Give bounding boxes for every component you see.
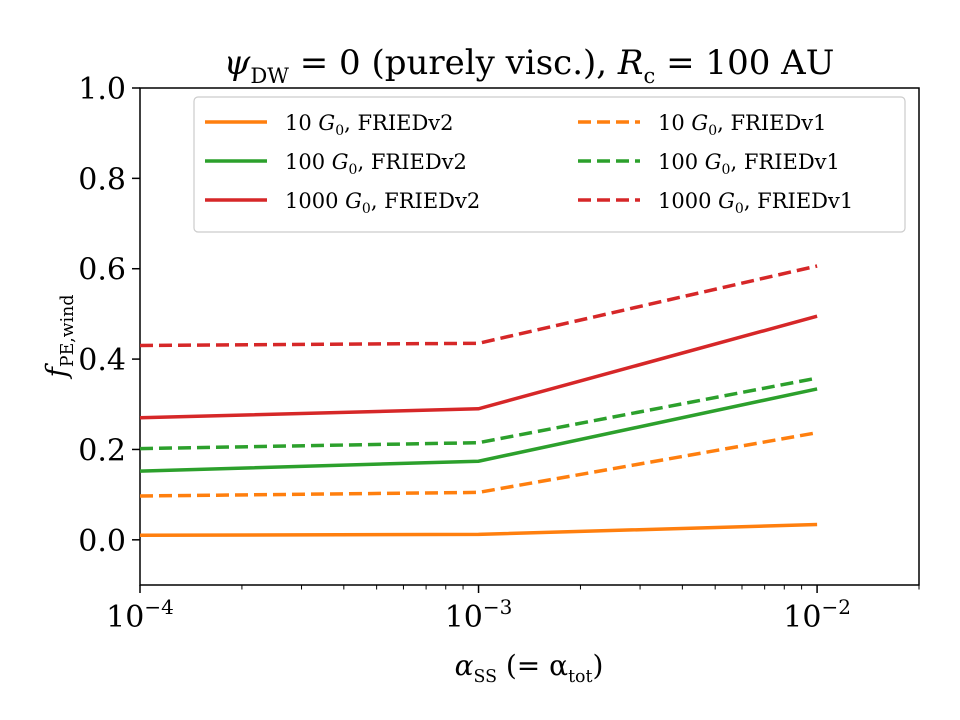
y-tick-label-0: 0.0	[78, 524, 126, 559]
legend-label-3: 10 G0, FRIEDv1	[658, 111, 827, 139]
chart-title: ψDW = 0 (purely visc.), Rc = 100 AU	[224, 43, 835, 88]
y-tick-label-3: 0.6	[78, 253, 126, 288]
xlabel-end: )	[592, 649, 603, 682]
legend-box	[193, 96, 906, 233]
legend-label-0: 10 G0, FRIEDv2	[285, 111, 454, 139]
x-tick-exp-1: −3	[483, 595, 512, 619]
title-psi-sub: DW	[250, 63, 289, 88]
y-axis-label: fPE,wind	[40, 295, 78, 380]
y-tick-label-4: 0.8	[78, 162, 126, 197]
legend-rest-1: , FRIEDv2	[357, 150, 466, 174]
legend-num-1: 100	[285, 150, 332, 174]
legend-sub-1: 0	[349, 162, 358, 178]
y-tick-label-5: 1.0	[78, 72, 126, 107]
title-end: = 100 AU	[655, 43, 834, 83]
legend-rest-0: , FRIEDv2	[344, 111, 453, 135]
x-tick-base-0: 10	[106, 600, 144, 635]
legend-sub-3: 0	[708, 123, 717, 139]
xlabel-tot-sub: tot	[568, 667, 592, 687]
x-tick-exp-0: −4	[144, 595, 173, 619]
legend-g-1: G	[332, 150, 349, 174]
series-line-3	[139, 430, 818, 498]
x-tick-label-2: 10−2	[783, 595, 851, 635]
legend-rest-3: , FRIEDv1	[717, 111, 826, 135]
legend-label-1: 100 G0, FRIEDv2	[285, 150, 467, 178]
ylabel-f-sub: PE,wind	[58, 295, 78, 368]
xlabel-alpha: α	[455, 649, 474, 682]
title-r-sub: c	[644, 63, 656, 88]
y-tick-label-2: 0.4	[78, 343, 126, 378]
legend-num-3: 10	[658, 111, 691, 135]
legend-g-4: G	[705, 150, 722, 174]
title-r: R	[617, 43, 644, 83]
legend-rest-5: , FRIEDv1	[744, 189, 853, 213]
plot-area	[139, 87, 920, 586]
legend-g-2: G	[345, 189, 362, 213]
xlabel-mid: (= α	[497, 649, 568, 682]
series-line-0	[139, 522, 818, 538]
ticks-group: 10−4 10−3 10−20.00.20.40.60.81.0	[78, 72, 920, 635]
x-tick-label-0: 10−4	[106, 595, 174, 635]
legend-num-0: 10	[285, 111, 318, 135]
title-middle: = 0 (purely visc.),	[289, 43, 618, 83]
x-tick-exp-2: −2	[821, 595, 850, 619]
legend-sub-4: 0	[722, 162, 731, 178]
legend-sub-2: 0	[362, 201, 371, 217]
series-line-2	[139, 314, 818, 420]
legend-g-0: G	[318, 111, 335, 135]
series-line-1	[139, 387, 818, 473]
title-psi: ψ	[224, 43, 251, 83]
legend-rest-2: , FRIEDv2	[371, 189, 480, 213]
legend-num-5: 1000	[658, 189, 718, 213]
x-axis-label: αSS (= αtot)	[455, 649, 604, 687]
series-line-5	[139, 264, 818, 348]
x-tick-base-2: 10	[783, 600, 821, 635]
legend-label-2: 1000 G0, FRIEDv2	[285, 189, 480, 217]
legend-sub-5: 0	[735, 201, 744, 217]
legend-sub-0: 0	[335, 123, 344, 139]
x-tick-base-1: 10	[445, 600, 483, 635]
legend-rest-4: , FRIEDv1	[730, 150, 839, 174]
series-group	[139, 264, 818, 538]
x-tick-label-1: 10−3	[445, 595, 513, 635]
legend-num-4: 100	[658, 150, 705, 174]
xlabel-alpha-sub: SS	[474, 667, 497, 687]
legend-label-4: 100 G0, FRIEDv1	[658, 150, 840, 178]
legend-g-5: G	[718, 189, 735, 213]
legend-num-2: 1000	[285, 189, 345, 213]
y-tick-label-1: 0.2	[78, 433, 126, 468]
legend-g-3: G	[691, 111, 708, 135]
legend-label-5: 1000 G0, FRIEDv1	[658, 189, 853, 217]
